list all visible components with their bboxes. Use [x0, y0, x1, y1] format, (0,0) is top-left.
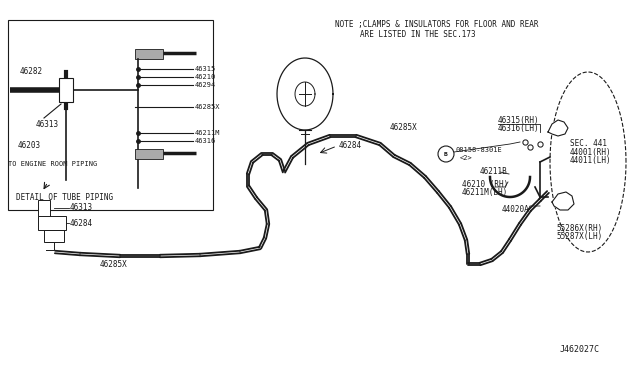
Text: ARE LISTED IN THE SEC.173: ARE LISTED IN THE SEC.173 — [360, 30, 476, 39]
Text: 55287X(LH): 55287X(LH) — [556, 231, 602, 241]
Text: 46315(RH): 46315(RH) — [498, 115, 540, 125]
Bar — [8, 20, 213, 210]
Text: 46316: 46316 — [195, 138, 216, 144]
Text: 46284: 46284 — [70, 218, 93, 228]
Text: 46210: 46210 — [195, 74, 216, 80]
Text: NOTE ;CLAMPS & INSULATORS FOR FLOOR AND REAR: NOTE ;CLAMPS & INSULATORS FOR FLOOR AND … — [335, 20, 538, 29]
Text: 46285X: 46285X — [390, 122, 418, 131]
Text: 44020A: 44020A — [502, 205, 530, 215]
Text: DETAIL OF TUBE PIPING: DETAIL OF TUBE PIPING — [16, 193, 113, 202]
Polygon shape — [552, 192, 574, 210]
Text: 46313: 46313 — [36, 120, 59, 129]
Text: 44011(LH): 44011(LH) — [570, 155, 612, 164]
Text: 46284: 46284 — [339, 141, 362, 151]
Bar — [59, 78, 73, 102]
Polygon shape — [548, 120, 568, 136]
Text: TO ENGINE ROOM PIPING: TO ENGINE ROOM PIPING — [8, 161, 97, 167]
Text: 46313: 46313 — [70, 203, 93, 212]
Text: 46285X: 46285X — [100, 260, 128, 269]
Text: 46203: 46203 — [18, 141, 41, 150]
Bar — [44, 230, 64, 242]
Text: <2>: <2> — [460, 155, 473, 161]
Text: 46294: 46294 — [195, 82, 216, 88]
Text: 46211M: 46211M — [195, 130, 221, 136]
Text: SEC. 441: SEC. 441 — [570, 140, 607, 148]
Bar — [135, 49, 163, 59]
Text: J462027C: J462027C — [560, 345, 600, 354]
Bar — [38, 200, 50, 218]
Text: 46211B: 46211B — [480, 167, 508, 176]
Text: B: B — [444, 151, 448, 157]
Text: 55286X(RH): 55286X(RH) — [556, 224, 602, 232]
Text: 46315: 46315 — [195, 66, 216, 72]
Text: 46210 (RH): 46210 (RH) — [462, 180, 508, 189]
Text: 46285X: 46285X — [195, 104, 221, 110]
Text: 08158-8301E: 08158-8301E — [456, 147, 503, 153]
Bar — [38, 216, 66, 230]
Text: 46211M(LH): 46211M(LH) — [462, 187, 508, 196]
Text: 46316(LH): 46316(LH) — [498, 124, 540, 132]
Text: 46282: 46282 — [20, 67, 43, 76]
Text: 44001(RH): 44001(RH) — [570, 148, 612, 157]
Bar — [135, 149, 163, 159]
